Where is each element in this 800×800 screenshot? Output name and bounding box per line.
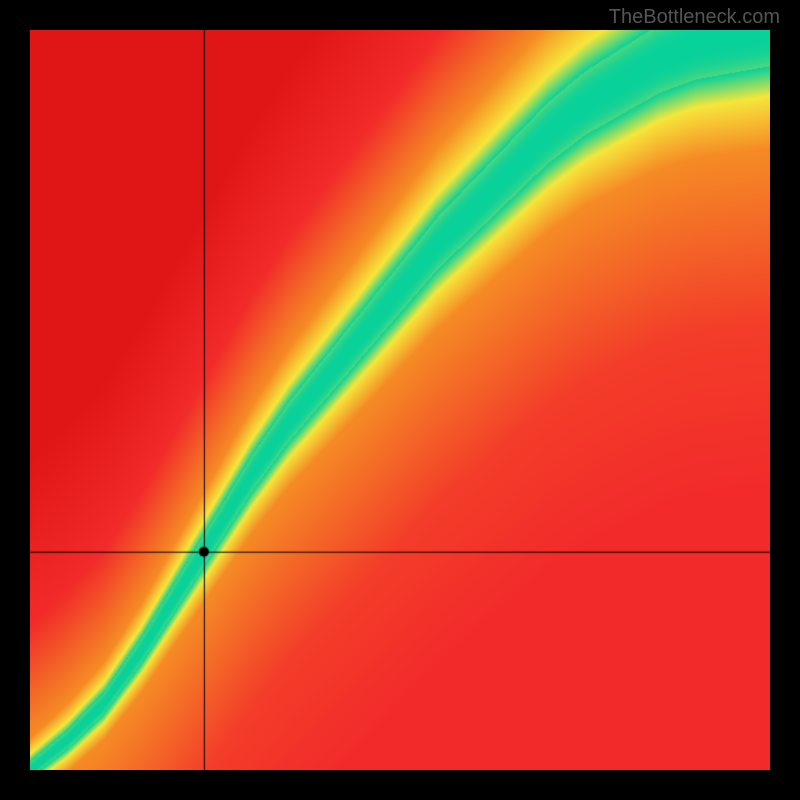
- heatmap-canvas: [30, 30, 770, 770]
- chart-container: TheBottleneck.com: [0, 0, 800, 800]
- plot-area: [30, 30, 770, 770]
- watermark-text: TheBottleneck.com: [609, 6, 780, 29]
